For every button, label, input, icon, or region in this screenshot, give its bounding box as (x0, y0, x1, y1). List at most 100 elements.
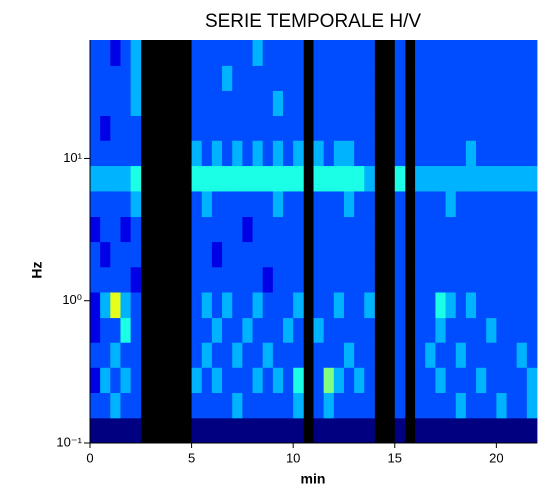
heatmap-cell (354, 140, 365, 167)
heatmap-cell (394, 90, 406, 117)
heatmap-cell (425, 266, 436, 293)
heatmap-cell (364, 392, 375, 419)
heatmap-cell (130, 417, 142, 444)
heatmap-cell (516, 241, 528, 268)
heatmap-cell (465, 367, 477, 394)
heatmap-cell (252, 65, 264, 91)
heatmap-cell (435, 191, 446, 218)
heatmap-cell (526, 90, 538, 117)
heatmap-cell (354, 40, 365, 66)
heatmap-cell (293, 40, 304, 66)
heatmap-cell (110, 392, 121, 419)
heatmap-cell (516, 90, 528, 117)
heatmap-cell (354, 216, 365, 243)
heatmap-cell (211, 392, 223, 419)
heatmap-cell (100, 115, 111, 141)
heatmap-cell (283, 65, 294, 91)
heatmap-cell (445, 367, 457, 394)
heatmap-cell (415, 165, 426, 192)
heatmap-cell (364, 140, 375, 167)
heatmap-cell (191, 191, 203, 218)
heatmap-cell (110, 317, 121, 343)
heatmap-cell (232, 292, 243, 319)
heatmap-cell (313, 90, 325, 117)
heatmap-cell (110, 216, 121, 243)
heatmap-cell (293, 191, 304, 218)
heatmap-cell (232, 392, 243, 419)
heatmap-cell (272, 165, 284, 192)
heatmap-cell (354, 165, 365, 192)
x-tick-label: 20 (489, 450, 503, 465)
heatmap-cell (110, 342, 121, 368)
heatmap-cell (445, 417, 457, 444)
heatmap-cell (90, 140, 101, 167)
heatmap-cell (120, 417, 132, 444)
heatmap-cell (262, 216, 274, 243)
heatmap-cell (476, 342, 487, 368)
heatmap-cell (516, 367, 528, 394)
heatmap-cell (516, 266, 528, 293)
heatmap-cell (526, 65, 538, 91)
heatmap-cell (354, 367, 365, 394)
heatmap-cell (313, 65, 325, 91)
heatmap-cell (191, 317, 203, 343)
heatmap-cell (120, 65, 132, 91)
heatmap-cell (232, 417, 243, 444)
heatmap-cell (364, 115, 375, 141)
heatmap-cell (435, 392, 446, 419)
heatmap-cell (313, 266, 325, 293)
heatmap-cell (415, 342, 426, 368)
heatmap-cell (354, 292, 365, 319)
heatmap-cell (242, 115, 253, 141)
heatmap-cell (476, 115, 487, 141)
heatmap-cell (191, 417, 203, 444)
heatmap-cell (100, 392, 111, 419)
heatmap-cell (364, 417, 375, 444)
heatmap-cell (394, 292, 406, 319)
heatmap-cell (333, 90, 345, 117)
heatmap-cell (394, 40, 406, 66)
heatmap-cell (293, 292, 304, 319)
heatmap-cell (506, 40, 518, 66)
heatmap-cell (354, 90, 365, 117)
heatmap-cell (455, 65, 467, 91)
heatmap-cell (435, 367, 446, 394)
heatmap-cell (394, 191, 406, 218)
heatmap-cell (211, 241, 223, 268)
heatmap-cell (191, 40, 203, 66)
heatmap-cell (394, 266, 406, 293)
heatmap-cell (211, 367, 223, 394)
heatmap-cell (110, 115, 121, 141)
heatmap-cell (425, 115, 436, 141)
x-tick-label: 0 (86, 450, 93, 465)
heatmap-cell (465, 115, 477, 141)
heatmap-cell (323, 90, 335, 117)
heatmap-cell (343, 241, 355, 268)
heatmap-cell (425, 65, 436, 91)
heatmap-cell (486, 342, 497, 368)
heatmap-cell (100, 40, 111, 66)
heatmap-cell (242, 342, 253, 368)
heatmap-cell (262, 392, 274, 419)
heatmap-cell (394, 241, 406, 268)
heatmap-cell (211, 90, 223, 117)
heatmap-cell (110, 292, 121, 319)
heatmap-cell (343, 216, 355, 243)
heatmap-cell (211, 165, 223, 192)
heatmap-cell (364, 292, 375, 319)
heatmap-cell (262, 165, 274, 192)
heatmap-cell (242, 317, 253, 343)
heatmap-cell (425, 140, 436, 167)
heatmap-cell (252, 367, 264, 394)
heatmap-cell (354, 317, 365, 343)
heatmap-cell (222, 342, 233, 368)
heatmap-cell (516, 40, 528, 66)
heatmap-cell (354, 241, 365, 268)
heatmap-cell (415, 417, 426, 444)
heatmap-cell (476, 65, 487, 91)
heatmap-cell (283, 266, 294, 293)
heatmap-cell (272, 65, 284, 91)
heatmap-cell (455, 216, 467, 243)
heatmap-cell (516, 342, 528, 368)
heatmap-cell (496, 392, 507, 419)
